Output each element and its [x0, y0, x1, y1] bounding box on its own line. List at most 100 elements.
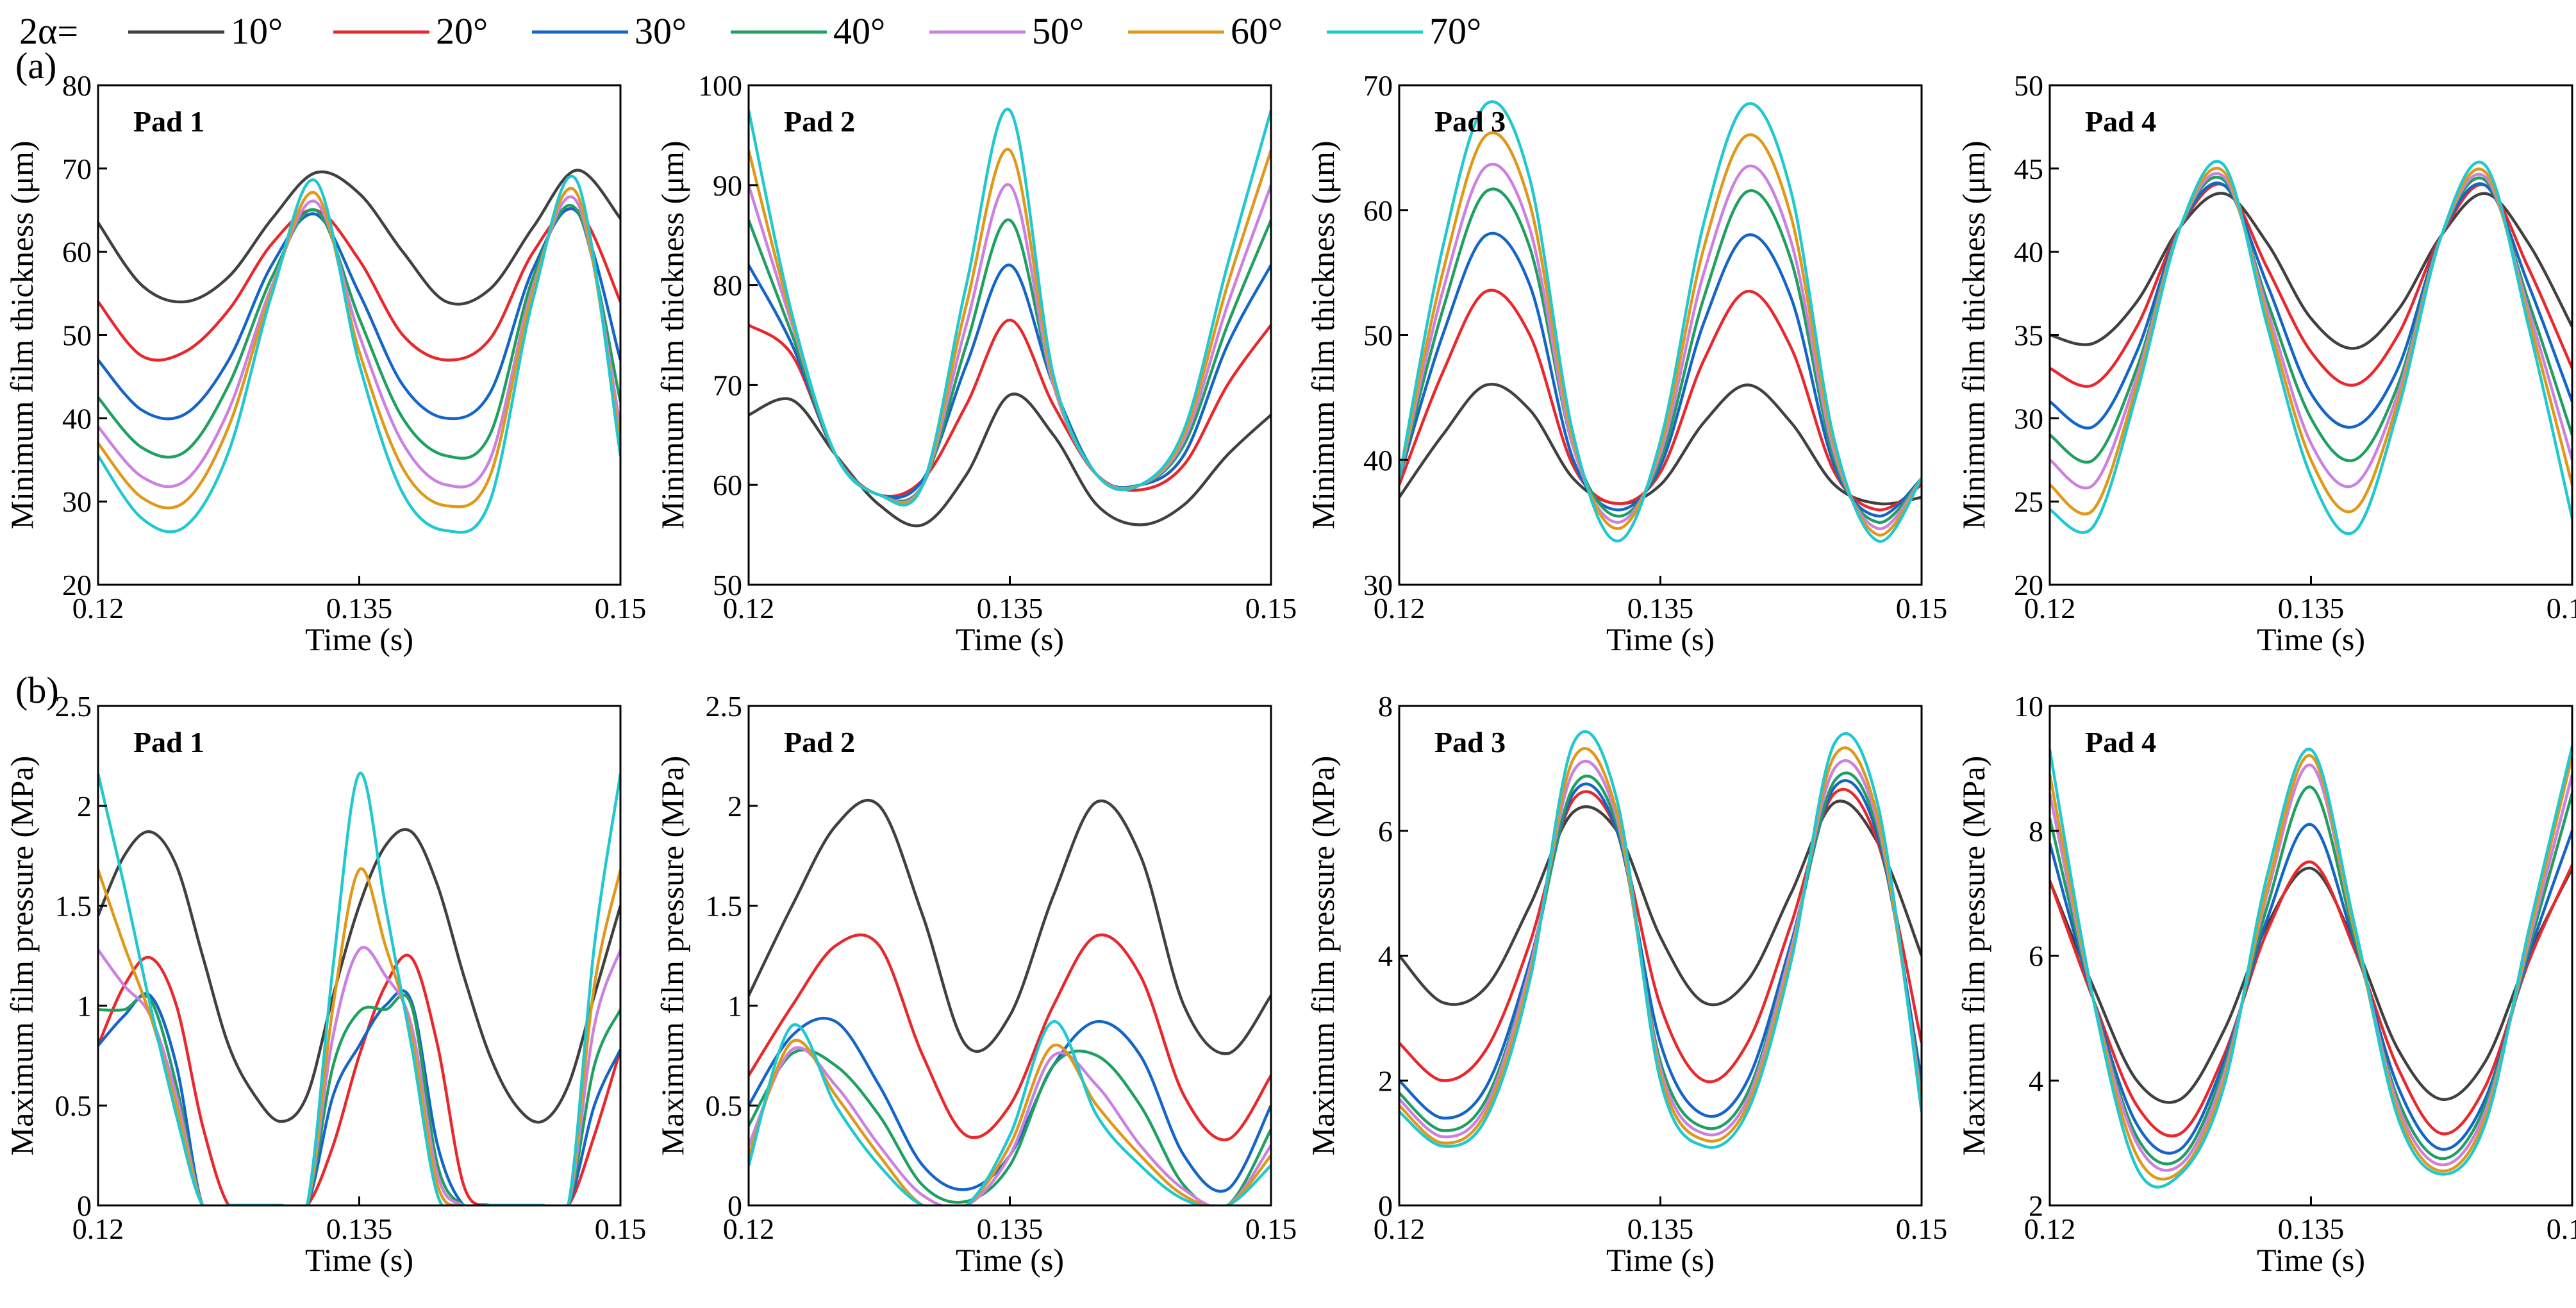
x-tick-label: 0.135: [2278, 592, 2345, 625]
y-tick-label: 30: [1363, 569, 1393, 601]
y-tick-label: 1: [77, 989, 92, 1022]
series-line-10deg: [98, 828, 620, 1124]
y-tick-label: 0.5: [706, 1089, 743, 1122]
series-line-30deg: [1399, 231, 1922, 518]
y-tick-label: 10: [2014, 690, 2043, 723]
y-tick-label: 25: [2014, 485, 2043, 518]
x-tick-label: 0.135: [1627, 592, 1694, 625]
series-line-10deg: [2050, 192, 2572, 350]
series-group: [98, 169, 620, 534]
y-tick-label: 45: [2014, 153, 2043, 185]
y-tick-label: 50: [62, 319, 92, 352]
panel-title: Pad 4: [2085, 726, 2156, 759]
panel: 0 0.5 1 1.5 2 2.5 0.12 0.135 0.15 Pad 2 Time (s) Ma…: [654, 690, 1297, 1278]
y-tick-label: 8: [2029, 815, 2043, 848]
y-tick-label: 6: [2029, 940, 2043, 973]
panel-title: Pad 1: [133, 105, 204, 138]
y-tick-label: 50: [1363, 319, 1393, 352]
series-group: [1399, 730, 1922, 1149]
series-line-30deg: [2050, 181, 2572, 430]
y-tick-label: 40: [1363, 444, 1393, 476]
series-group: [749, 798, 1271, 1205]
legend-label: 60°: [1231, 10, 1283, 52]
y-axis-label: Maximum film pressure (MPa): [1956, 756, 1991, 1156]
x-tick-label: 0.135: [2278, 1212, 2345, 1245]
legend-label: 10°: [231, 10, 283, 52]
series-line-70deg: [749, 1020, 1271, 1205]
x-axis-label: Time (s): [1606, 1242, 1715, 1278]
series-line-70deg: [2050, 160, 2572, 535]
y-tick-label: 80: [713, 269, 742, 302]
y-axis-label: Minimum film thickness (μm): [1956, 141, 1991, 530]
panel-title: Pad 2: [784, 726, 855, 759]
y-tick-label: 40: [2014, 236, 2043, 269]
series-group: [98, 771, 620, 1205]
y-tick-label: 1: [727, 989, 742, 1022]
y-tick-label: 0: [727, 1189, 742, 1222]
x-tick-label: 0.135: [1627, 1212, 1694, 1245]
axes-frame: [1398, 84, 1923, 586]
x-tick-label: 0.135: [326, 592, 393, 625]
x-tick-label: 0.12: [723, 1212, 775, 1245]
series-line-20deg: [98, 953, 620, 1205]
x-tick-label: 0.12: [2024, 592, 2076, 625]
x-axis-label: Time (s): [956, 1242, 1064, 1278]
y-tick-label: 0: [1378, 1189, 1393, 1222]
y-tick-label: 8: [1378, 690, 1393, 723]
series-line-30deg: [1399, 779, 1922, 1120]
x-tick-label: 0.12: [1374, 1212, 1425, 1245]
y-tick-label: 30: [62, 485, 92, 518]
x-axis-label: Time (s): [1606, 621, 1715, 657]
x-tick-label: 0.15: [1245, 1212, 1297, 1245]
panel-title: Pad 3: [1434, 105, 1506, 138]
legend-label: 50°: [1032, 10, 1084, 52]
y-tick-label: 2: [1378, 1064, 1393, 1097]
legend-label: 70°: [1429, 10, 1481, 52]
y-axis-label: Maximum film pressure (MPa): [654, 756, 690, 1156]
series-line-30deg: [2050, 823, 2572, 1155]
y-tick-label: 6: [1378, 815, 1393, 848]
series-line-40deg: [749, 218, 1271, 503]
x-axis-label: Time (s): [305, 621, 413, 657]
panel: 0 2 4 6 8 0.12 0.135 0.15 Pad 3 Time (s) Maximum f…: [1305, 690, 1947, 1278]
y-tick-label: 2.5: [706, 690, 743, 723]
series-line-10deg: [1399, 800, 1922, 1007]
series-line-10deg: [2050, 866, 2572, 1104]
x-tick-label: 0.15: [1245, 592, 1297, 625]
panel: 30 40 50 60 70 0.12 0.135 0.15 Pad 3 Time (s) Mini…: [1305, 69, 1947, 657]
panel-title: Pad 4: [2085, 105, 2156, 138]
panel-title: Pad 2: [784, 105, 855, 138]
series-line-40deg: [1399, 187, 1922, 524]
series-line-20deg: [1399, 787, 1922, 1084]
y-tick-label: 1.5: [706, 890, 743, 923]
series-group: [2050, 746, 2572, 1189]
series-line-70deg: [1399, 100, 1922, 543]
series-group: [2050, 160, 2572, 535]
legend: 2α= 10° 20° 30° 40° 50° 60° 70°: [19, 10, 1481, 52]
y-tick-label: 2: [727, 790, 742, 823]
x-axis-label: Time (s): [2257, 621, 2365, 657]
series-line-20deg: [749, 933, 1271, 1141]
y-tick-label: 2: [2029, 1189, 2043, 1222]
axes-frame: [747, 84, 1272, 586]
row-a-tag: (a): [15, 45, 56, 87]
series-line-60deg: [749, 1039, 1271, 1205]
y-axis-label: Minimum film thickness (μm): [654, 141, 690, 530]
legend-prefix: 2α=: [19, 10, 78, 52]
y-tick-label: 40: [62, 402, 92, 435]
series-line-20deg: [2050, 860, 2572, 1138]
y-tick-label: 0.5: [55, 1089, 92, 1122]
panel: 50 60 70 80 90 100 0.12 0.135 0.15 Pad 2 Time (s) M…: [654, 69, 1297, 657]
y-tick-label: 4: [1378, 940, 1393, 973]
series-line-20deg: [1399, 289, 1922, 512]
y-tick-label: 20: [62, 569, 92, 601]
y-tick-label: 2.5: [55, 690, 92, 723]
x-tick-label: 0.12: [2024, 1212, 2076, 1245]
axes-frame: [2048, 84, 2573, 586]
y-tick-label: 4: [2029, 1064, 2043, 1097]
x-tick-label: 0.15: [595, 1212, 647, 1245]
x-tick-label: 0.15: [1896, 1212, 1948, 1245]
series-line-70deg: [2050, 746, 2572, 1189]
